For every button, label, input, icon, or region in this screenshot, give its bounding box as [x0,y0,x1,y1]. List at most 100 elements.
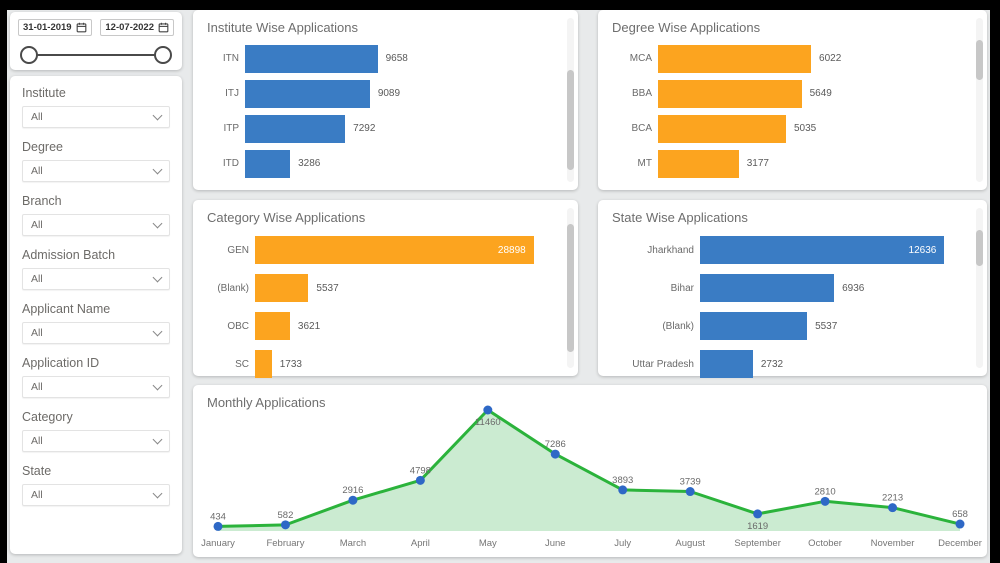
bar-bba[interactable] [658,79,802,108]
value-label: 5035 [793,123,817,134]
bar-track: 3286 [245,149,554,178]
value-label: 1733 [279,358,302,370]
filter-dropdown-state[interactable]: All [22,484,170,506]
bar-track: 5537 [255,274,554,302]
category-label: Bihar [670,282,694,294]
data-point-december[interactable] [955,519,965,529]
category-label: GEN [227,244,249,256]
data-point-august[interactable] [685,487,695,497]
bar-obc[interactable] [255,312,290,340]
bar-itj[interactable] [245,79,370,108]
filter-label-applicant-name: Applicant Name [22,302,111,316]
month-tick-july: July [614,538,632,549]
filter-dropdown-admission-batch[interactable]: All [22,268,170,290]
filter-dropdown-branch[interactable]: All [22,214,170,236]
slider-track[interactable] [28,54,164,56]
scrollbar-thumb[interactable] [976,230,983,266]
bar-row: MCA 6022 [612,41,963,76]
date-range-slider [20,44,172,68]
bar-mca[interactable] [658,44,812,73]
point-value-label: 11460 [475,417,501,428]
filter-value-admission-batch: All [31,273,43,285]
date-to-input[interactable]: 12-07-2022 [100,19,174,36]
point-value-label: 2810 [815,486,836,497]
filter-label-application-id: Application ID [22,356,100,370]
scrollbar-track[interactable] [976,208,983,368]
data-point-october[interactable] [820,496,830,506]
bar-sc[interactable] [255,350,272,378]
month-tick-november: November [870,538,915,549]
value-label: 3621 [297,320,321,332]
monthly-area-chart[interactable]: 434 582 2916 4798 11460 7286 3893 3739 1619 2810 2… [193,401,987,533]
point-value-label: 7286 [545,439,566,450]
bar--blank-[interactable] [255,274,309,302]
filter-dropdown-institute[interactable]: All [22,106,170,128]
value-label: 5537 [316,282,339,294]
scrollbar-thumb[interactable] [567,224,574,352]
data-point-january[interactable] [213,521,223,531]
date-from-value: 31-01-2019 [23,22,72,33]
scrollbar-track[interactable] [976,18,983,182]
month-tick-january: January [201,538,235,549]
category-label: Uttar Pradesh [632,358,694,370]
data-point-march[interactable] [348,495,358,505]
scrollbar-track[interactable] [567,18,574,182]
filters-panel: Institute All Degree All Branch All Admission … [10,76,182,554]
bar-track: 5537 [700,312,963,340]
value-label: 3177 [746,158,769,169]
value-label: 9089 [377,88,401,99]
filter-dropdown-applicant-name[interactable]: All [22,322,170,344]
date-range-slicer: 31-01-2019 12-07-2022 [10,12,182,70]
filter-dropdown-application-id[interactable]: All [22,376,170,398]
scrollbar-track[interactable] [567,208,574,368]
bar-mt[interactable] [658,149,739,178]
bar-gen[interactable]: 28898 [255,236,534,264]
bar--blank-[interactable] [700,312,808,340]
data-point-july[interactable] [618,485,628,495]
chart-title: Institute Wise Applications [207,20,359,35]
bar-itn[interactable] [245,44,378,73]
bar-jharkhand[interactable]: 12636 [700,236,945,264]
data-point-may[interactable] [483,405,493,415]
data-point-april[interactable] [415,475,425,485]
category-label: ITP [223,123,239,134]
scrollbar-thumb[interactable] [567,70,574,170]
chart-card-degree: Degree Wise Applications MCA 6022 BBA 5649 B… [598,10,987,190]
data-point-february[interactable] [280,520,290,530]
month-axis: January February March April May June July Augu… [193,538,987,552]
bar-track: 12636 [700,236,963,264]
data-point-september[interactable] [753,509,763,519]
data-point-june[interactable] [550,449,560,459]
filter-dropdown-category[interactable]: All [22,430,170,452]
bar-row: Bihar 6936 [612,269,963,307]
filter-value-institute: All [31,111,43,123]
bar-uttar-pradesh[interactable] [700,350,753,378]
bar-bihar[interactable] [700,274,835,302]
filter-dropdown-degree[interactable]: All [22,160,170,182]
bar-itp[interactable] [245,114,346,143]
filter-label-state: State [22,464,52,478]
category-label: Jharkhand [647,244,694,256]
category-label: MT [637,158,652,169]
calendar-icon [76,22,86,33]
value-label: 28898 [497,244,526,256]
trend-line [217,408,961,528]
bar-track: 3621 [255,312,554,340]
category-label: ITN [222,53,239,64]
chevron-down-icon [152,110,163,121]
bar-bca[interactable] [658,114,786,143]
data-point-november[interactable] [888,503,898,513]
value-label: 3286 [298,158,321,169]
bar-track: 5035 [658,114,963,143]
bar-track: 6022 [658,44,963,73]
value-label: 5537 [815,320,838,332]
category-label: (Blank) [217,282,249,294]
category-label: MCA [629,53,652,64]
date-from-input[interactable]: 31-01-2019 [18,19,92,36]
slider-handle-start[interactable] [20,46,38,64]
scrollbar-thumb[interactable] [976,40,983,80]
chart-title: Category Wise Applications [207,210,366,225]
slider-handle-end[interactable] [154,46,172,64]
filter-group-admission-batch: Admission Batch All [10,238,182,292]
bar-itd[interactable] [245,149,291,178]
